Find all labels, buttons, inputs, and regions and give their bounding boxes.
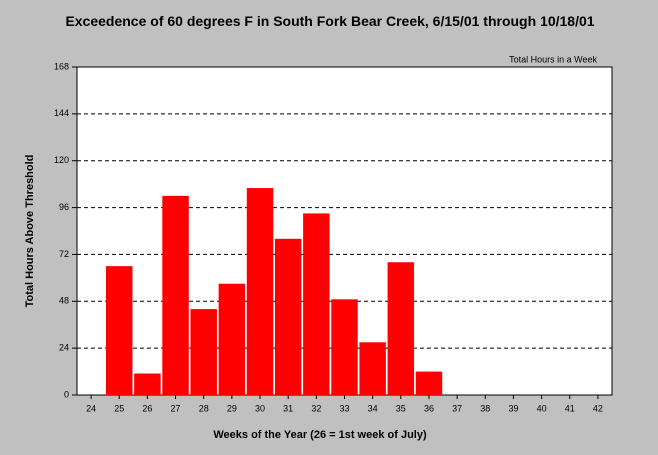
- chart-title: Exceedence of 60 degrees F in South Fork…: [65, 13, 595, 29]
- x-tick-label: 39: [508, 403, 518, 413]
- y-tick-label: 48: [59, 296, 69, 306]
- y-tick-label: 168: [54, 61, 69, 71]
- bar: [162, 195, 189, 395]
- y-axis-label: Total Hours Above Threshold: [24, 155, 36, 308]
- bar: [387, 262, 415, 395]
- bar: [218, 283, 246, 395]
- x-axis-label: Weeks of the Year (26 = 1st week of July…: [213, 429, 427, 441]
- bar: [190, 309, 217, 395]
- x-tick-label: 41: [565, 403, 575, 413]
- x-tick-label: 28: [199, 403, 209, 413]
- x-tick-label: 40: [537, 403, 547, 413]
- bar: [303, 213, 330, 395]
- y-tick-label: 24: [59, 343, 69, 353]
- y-tick-label: 72: [59, 249, 69, 259]
- x-tick-label: 37: [452, 403, 462, 413]
- bar: [246, 188, 274, 395]
- x-tick-label: 33: [339, 403, 349, 413]
- y-tick-label: 96: [59, 202, 69, 212]
- x-tick-label: 31: [283, 403, 293, 413]
- bar: [274, 238, 302, 395]
- annotation: Total Hours in a Week: [509, 54, 597, 64]
- x-tick-label: 36: [424, 403, 434, 413]
- x-tick-label: 30: [255, 403, 265, 413]
- x-tick-label: 35: [396, 403, 406, 413]
- bar: [415, 371, 443, 395]
- y-tick-label: 0: [64, 389, 69, 399]
- y-tick-label: 144: [54, 108, 69, 118]
- bar: [359, 342, 386, 395]
- bar: [106, 266, 133, 395]
- x-tick-label: 34: [368, 403, 378, 413]
- x-tick-label: 32: [311, 403, 321, 413]
- x-tick-label: 38: [480, 403, 490, 413]
- x-tick-label: 27: [171, 403, 181, 413]
- x-tick-label: 29: [227, 403, 237, 413]
- x-tick-label: 42: [593, 403, 603, 413]
- x-tick-label: 24: [86, 403, 96, 413]
- bar: [331, 299, 358, 395]
- x-tick-label: 26: [142, 403, 152, 413]
- bar: [134, 373, 161, 395]
- x-tick-label: 25: [114, 403, 124, 413]
- y-tick-label: 120: [54, 155, 69, 165]
